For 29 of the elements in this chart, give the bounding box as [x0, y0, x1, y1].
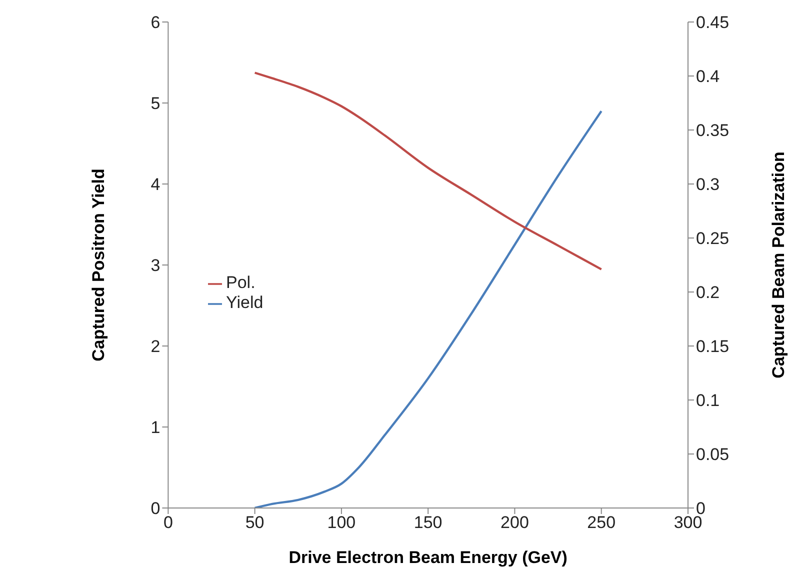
y-tick-label: 4: [150, 175, 160, 194]
x-tick-label: 250: [587, 513, 616, 532]
x-tick-label: 200: [500, 513, 529, 532]
legend-label: Yield: [226, 293, 264, 312]
y2-tick-label: 0.3: [696, 175, 720, 194]
y-tick-label: 0: [150, 499, 160, 518]
x-tick-label: 0: [163, 513, 173, 532]
y-tick-label: 5: [150, 94, 160, 114]
y2-tick-label: 0.05: [696, 445, 730, 464]
x-tick-label: 50: [245, 513, 264, 532]
y2-tick-label: 0.2: [696, 283, 720, 302]
y-tick-label: 1: [150, 418, 160, 438]
y2-tick-label: 0.1: [696, 391, 720, 410]
y2-tick-label: 0.4: [696, 67, 720, 86]
y-axis-title: Captured Positron Yield: [89, 168, 108, 362]
y2-tick-label: 0.25: [696, 229, 730, 248]
y2-tick-label: 0.15: [696, 337, 730, 356]
x-tick-label: 300: [674, 513, 702, 532]
y2-tick-label: 0.35: [696, 121, 730, 140]
y-tick-label: 6: [150, 13, 160, 32]
legend-label: Pol.: [226, 273, 256, 292]
y2-axis-title: Captured Beam Polarization: [769, 152, 788, 378]
x-tick-label: 150: [414, 513, 442, 532]
x-axis-title: Drive Electron Beam Energy (GeV): [288, 548, 568, 567]
y-tick-label: 2: [150, 337, 160, 356]
y-tick-label: 3: [150, 256, 160, 276]
line-series: [254, 72, 602, 270]
y2-tick-label: 0.45: [696, 13, 730, 32]
x-tick-label: 100: [327, 513, 356, 532]
